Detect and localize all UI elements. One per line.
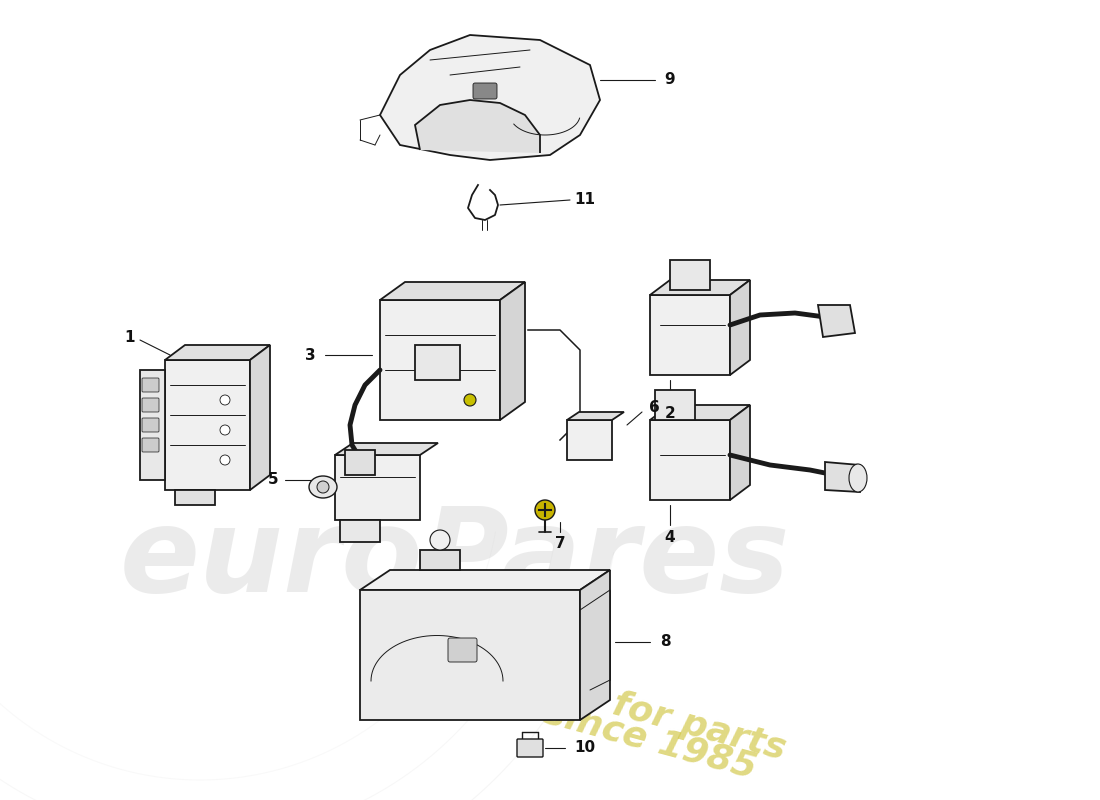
- Text: euroPares: euroPares: [120, 502, 791, 618]
- Polygon shape: [415, 100, 540, 153]
- Polygon shape: [336, 455, 420, 520]
- Polygon shape: [140, 370, 165, 480]
- Polygon shape: [580, 570, 611, 720]
- Circle shape: [317, 481, 329, 493]
- Polygon shape: [730, 405, 750, 500]
- Text: 6: 6: [649, 401, 659, 415]
- Polygon shape: [345, 450, 375, 475]
- Polygon shape: [654, 390, 695, 420]
- Text: 4: 4: [664, 530, 675, 546]
- Circle shape: [220, 455, 230, 465]
- Circle shape: [464, 394, 476, 406]
- FancyBboxPatch shape: [448, 638, 477, 662]
- Polygon shape: [670, 260, 710, 290]
- Polygon shape: [165, 345, 270, 360]
- Text: 5: 5: [267, 473, 278, 487]
- Text: 11: 11: [574, 193, 595, 207]
- Polygon shape: [818, 305, 855, 337]
- Circle shape: [220, 425, 230, 435]
- FancyBboxPatch shape: [473, 83, 497, 99]
- Text: 9: 9: [664, 73, 675, 87]
- Circle shape: [430, 530, 450, 550]
- Text: a passion for parts: a passion for parts: [410, 634, 790, 766]
- Polygon shape: [650, 295, 730, 375]
- Ellipse shape: [309, 476, 337, 498]
- Ellipse shape: [849, 464, 867, 492]
- Polygon shape: [566, 420, 612, 460]
- Text: since 1985: since 1985: [540, 695, 760, 785]
- Polygon shape: [250, 345, 270, 490]
- Circle shape: [220, 395, 230, 405]
- Polygon shape: [336, 443, 438, 455]
- Polygon shape: [566, 412, 624, 420]
- FancyBboxPatch shape: [142, 418, 160, 432]
- Polygon shape: [650, 420, 730, 500]
- Polygon shape: [730, 280, 750, 375]
- Polygon shape: [379, 300, 500, 420]
- Polygon shape: [500, 282, 525, 420]
- Polygon shape: [360, 590, 580, 720]
- Polygon shape: [379, 282, 525, 300]
- Circle shape: [535, 500, 556, 520]
- Polygon shape: [825, 462, 860, 492]
- Polygon shape: [415, 345, 460, 380]
- Polygon shape: [650, 280, 750, 295]
- FancyBboxPatch shape: [142, 438, 160, 452]
- Polygon shape: [650, 405, 750, 420]
- Polygon shape: [420, 550, 460, 570]
- Text: 2: 2: [664, 406, 675, 421]
- Polygon shape: [360, 570, 610, 590]
- Polygon shape: [175, 490, 214, 505]
- Polygon shape: [340, 520, 379, 542]
- Text: 10: 10: [574, 741, 595, 755]
- Polygon shape: [379, 35, 600, 160]
- Polygon shape: [165, 360, 250, 490]
- Text: 3: 3: [305, 347, 316, 362]
- FancyBboxPatch shape: [517, 739, 543, 757]
- Text: 8: 8: [660, 634, 670, 650]
- FancyBboxPatch shape: [142, 398, 160, 412]
- FancyBboxPatch shape: [142, 378, 160, 392]
- Text: 7: 7: [554, 537, 565, 551]
- Text: 1: 1: [124, 330, 135, 346]
